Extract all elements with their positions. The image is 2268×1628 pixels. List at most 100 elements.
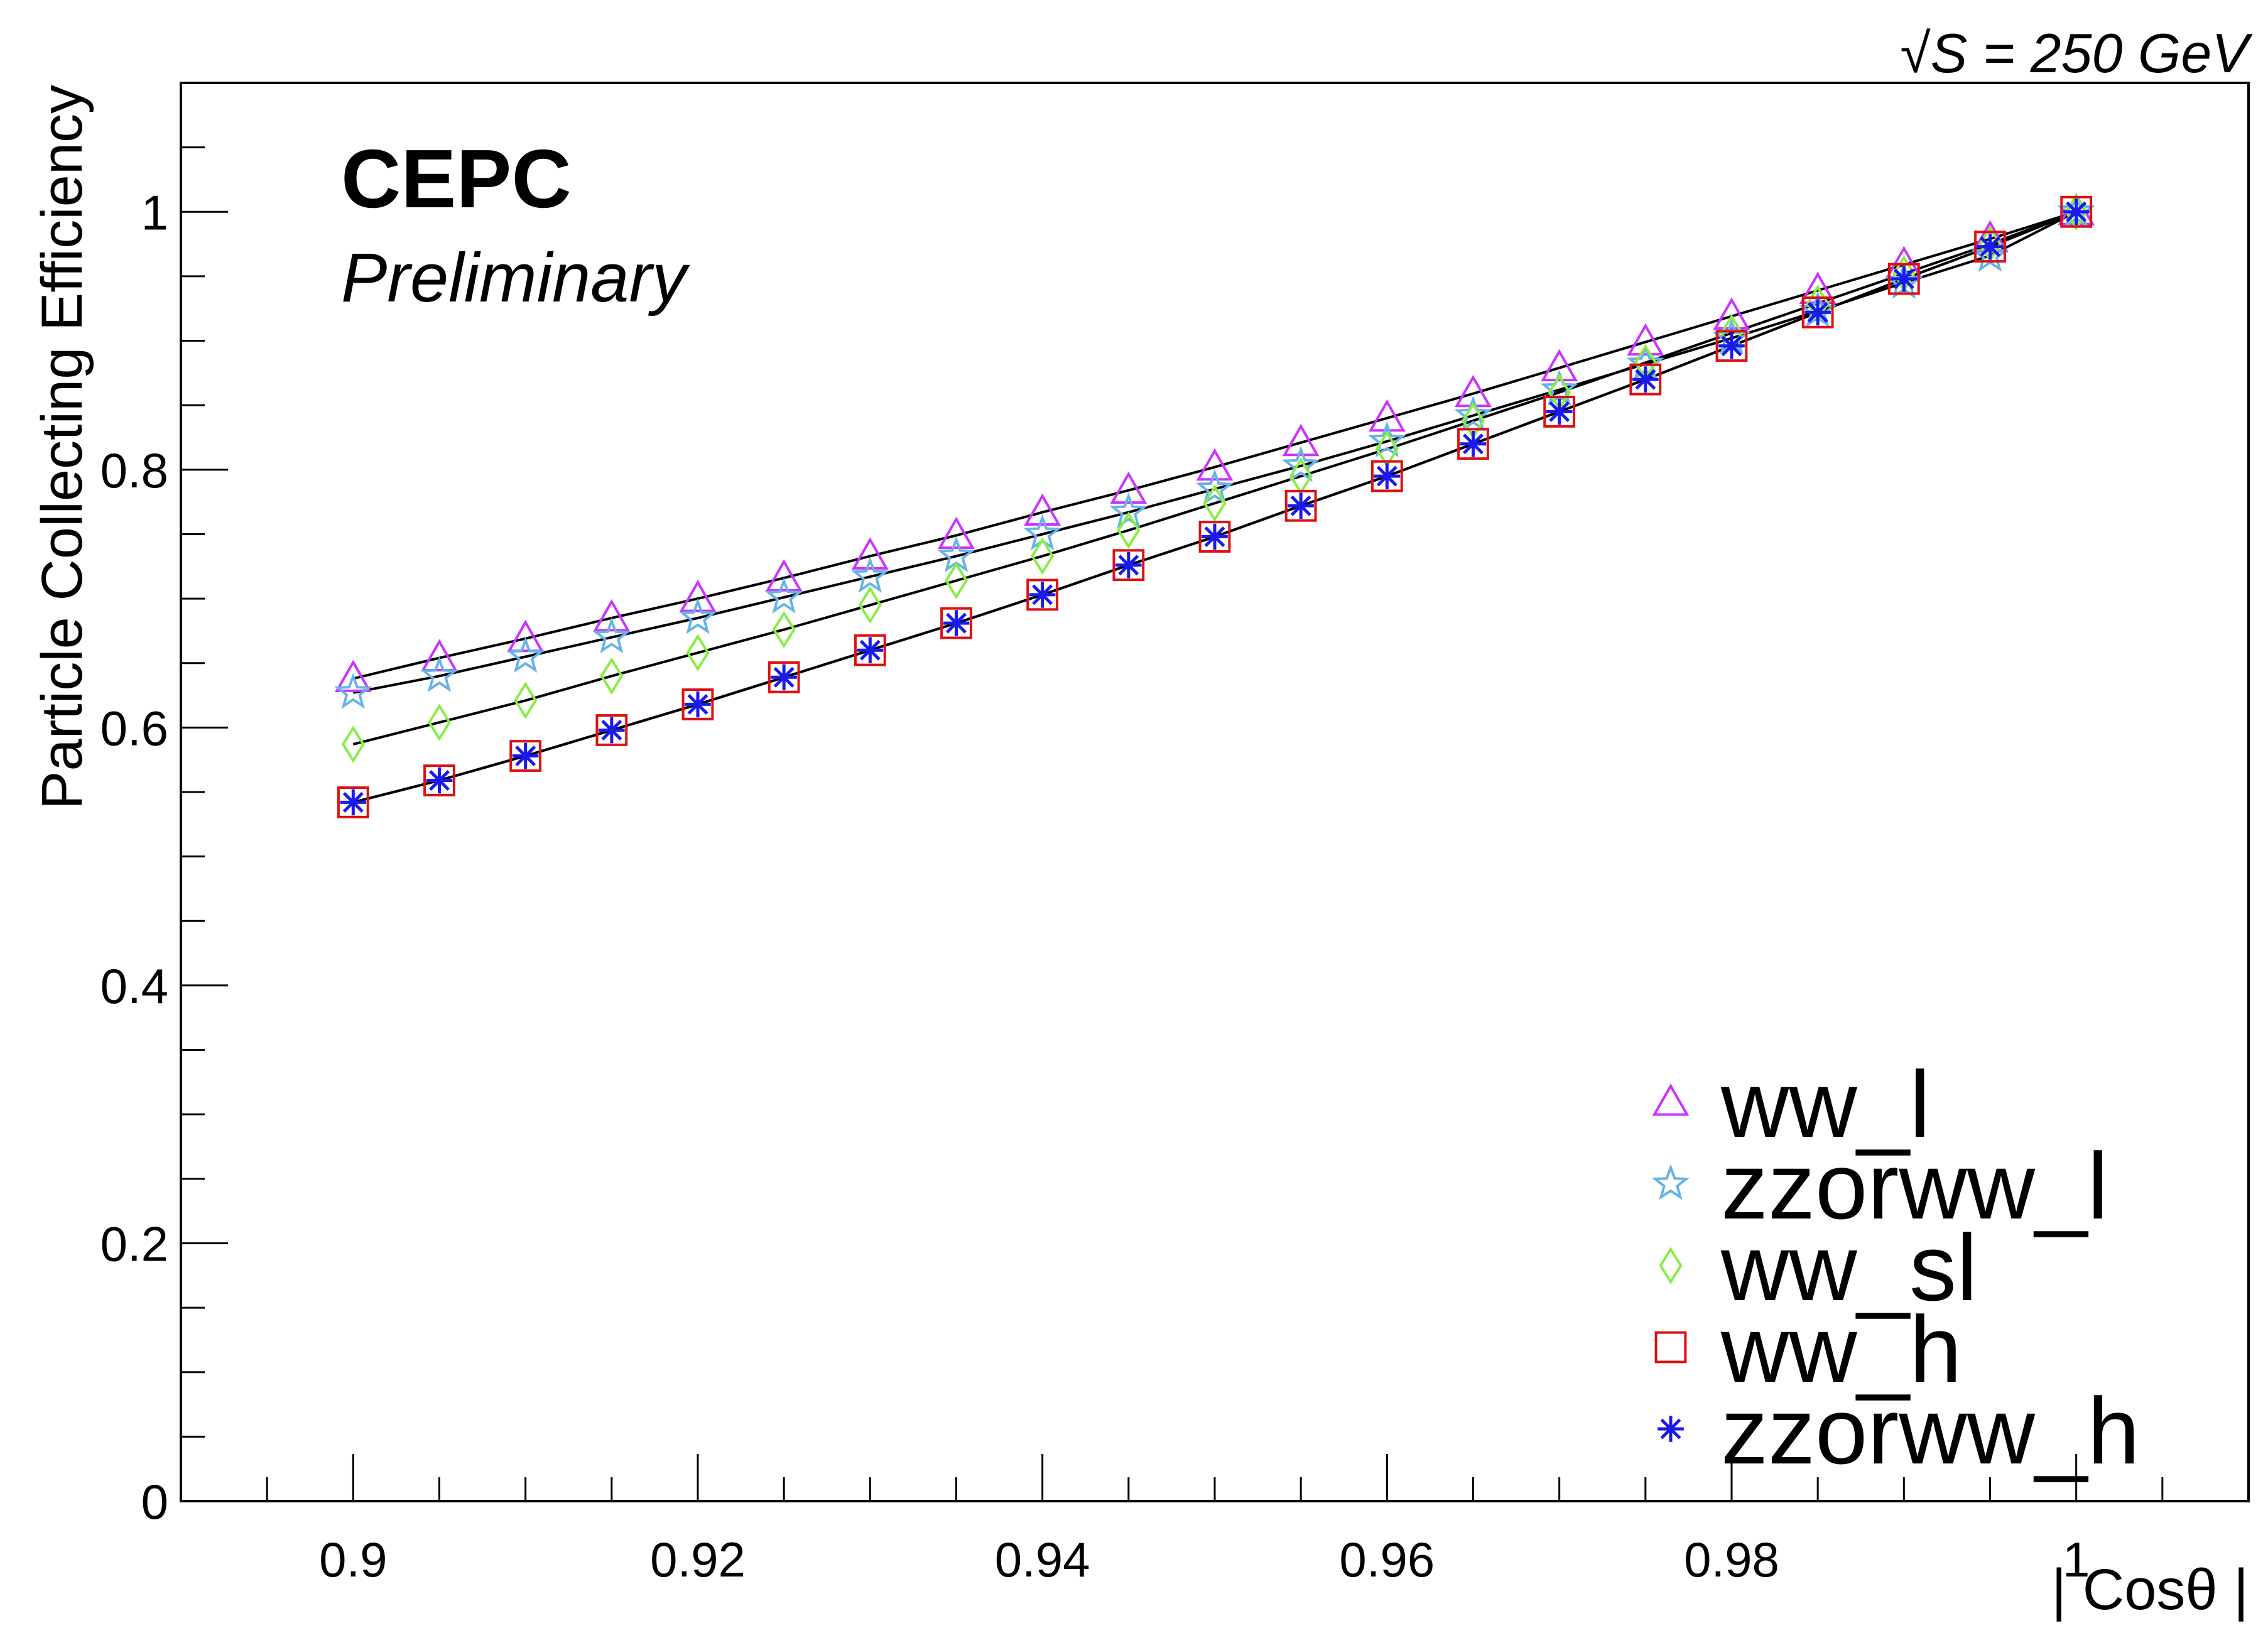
data-point [1202, 523, 1228, 550]
triangle-marker-shape [851, 537, 889, 570]
data-point [1112, 549, 1145, 582]
diamond-marker-shape [1203, 484, 1227, 522]
asterisk-marker-stroke [946, 612, 967, 634]
square-marker-shape [1284, 489, 1317, 522]
data-point [943, 610, 970, 636]
square-marker-shape [1026, 578, 1059, 611]
data-point [341, 725, 365, 763]
data-point [426, 767, 453, 794]
square-marker-shape [854, 634, 886, 666]
triangle-marker-shape [1627, 323, 1664, 356]
asterisk-marker-stroke [1549, 401, 1570, 422]
data-point [334, 673, 372, 709]
asterisk-marker-stroke [1893, 268, 1914, 290]
square-marker-shape [681, 688, 714, 720]
data-point [595, 714, 628, 746]
chart-subtitle: Preliminary [341, 239, 690, 317]
data-point [681, 688, 714, 720]
star-marker-shape [1368, 421, 1406, 458]
triangle-marker-shape [679, 580, 717, 612]
energy-label: √S = 250 GeV [1900, 22, 2253, 84]
square-marker-shape [1887, 263, 1920, 295]
data-point [1457, 428, 1489, 460]
diamond-marker-shape [341, 725, 365, 763]
asterisk-marker-stroke [1290, 495, 1311, 516]
star-marker-shape [1195, 469, 1234, 506]
data-point [1460, 430, 1487, 457]
triangle-marker-shape [1196, 448, 1234, 481]
triangle-marker-shape [1282, 423, 1320, 457]
x-tick-label: 0.94 [995, 1532, 1090, 1587]
data-point [1024, 493, 1061, 526]
diamond-marker-shape [945, 562, 968, 600]
triangle-marker-shape [421, 639, 458, 672]
data-point [1974, 231, 2006, 263]
triangle-marker-shape [1713, 297, 1750, 330]
data-point [851, 537, 889, 570]
y-axis-label: Particle Collecting Efficiency [30, 85, 94, 810]
series-group [334, 192, 2095, 818]
data-point [945, 562, 968, 600]
square-marker-shape [1801, 296, 1834, 328]
data-point [765, 559, 803, 592]
star-marker-shape [1454, 395, 1492, 432]
square-marker-shape [1457, 428, 1489, 460]
square-marker-shape [1370, 460, 1403, 492]
diamond-marker-shape [428, 703, 451, 741]
star-marker-shape [1281, 446, 1320, 482]
triangle-marker-shape [938, 516, 975, 550]
series-line-ww-l [352, 210, 2077, 680]
y-tick-label: 1 [141, 185, 168, 240]
legend-label: ww_l [1720, 1051, 1930, 1157]
y-tick-label: 0 [141, 1474, 168, 1529]
data-point [423, 764, 455, 796]
data-point [857, 637, 884, 663]
data-point [1632, 366, 1659, 393]
data-point [1110, 471, 1148, 504]
star-marker-shape [592, 617, 631, 654]
x-tick-label: 0.96 [1339, 1532, 1435, 1587]
star-marker-shape [851, 556, 889, 593]
asterisk-marker-stroke [1980, 236, 2000, 258]
y-tick-label: 0.2 [100, 1216, 168, 1271]
y-tick-label: 0.8 [100, 443, 168, 498]
legend-entry: ww_l [1652, 1051, 1930, 1157]
square-marker-shape [1112, 549, 1145, 582]
series-ww-h [337, 195, 2093, 818]
data-point [1026, 578, 1059, 611]
x-tick-label: 0.98 [1684, 1532, 1779, 1587]
square-marker-shape [595, 714, 628, 746]
data-point [851, 556, 889, 593]
star-marker-shape [334, 673, 372, 709]
star-marker-shape [420, 656, 458, 692]
data-point [1288, 492, 1314, 519]
data-point [340, 789, 367, 816]
data-point [509, 740, 542, 772]
asterisk-marker-stroke [1463, 433, 1484, 455]
legend-marker [1652, 1083, 1690, 1116]
x-tick-label: 0.9 [319, 1532, 387, 1587]
legend-marker [1659, 1247, 1683, 1284]
data-point [940, 607, 972, 639]
star-marker-shape [1109, 492, 1148, 529]
axis-ticks-group: 0.9 0.92 0.94 0.96 0.98 1 0 0.2 0.4 0.6 0.8 1 [100, 146, 2164, 1587]
chart-title: CEPC [341, 133, 572, 225]
square-marker-shape [768, 661, 800, 693]
data-point [1627, 323, 1664, 356]
data-point [1203, 484, 1227, 522]
legend-label: zzorww_l [1721, 1133, 2108, 1239]
diamond-marker-shape [600, 657, 624, 695]
square-marker-shape [1198, 521, 1231, 553]
asterisk-marker-stroke [1118, 555, 1139, 576]
series-line-ww-sl [352, 210, 2077, 746]
data-point [1282, 423, 1320, 457]
y-tick-label: 0.4 [100, 958, 168, 1014]
data-point [1543, 396, 1576, 428]
data-point [1713, 297, 1750, 330]
triangle-marker-shape [1024, 493, 1061, 526]
legend-marker [1654, 1331, 1687, 1364]
asterisk-marker-stroke [1660, 1418, 1681, 1440]
asterisk-marker-stroke [1635, 369, 1656, 390]
